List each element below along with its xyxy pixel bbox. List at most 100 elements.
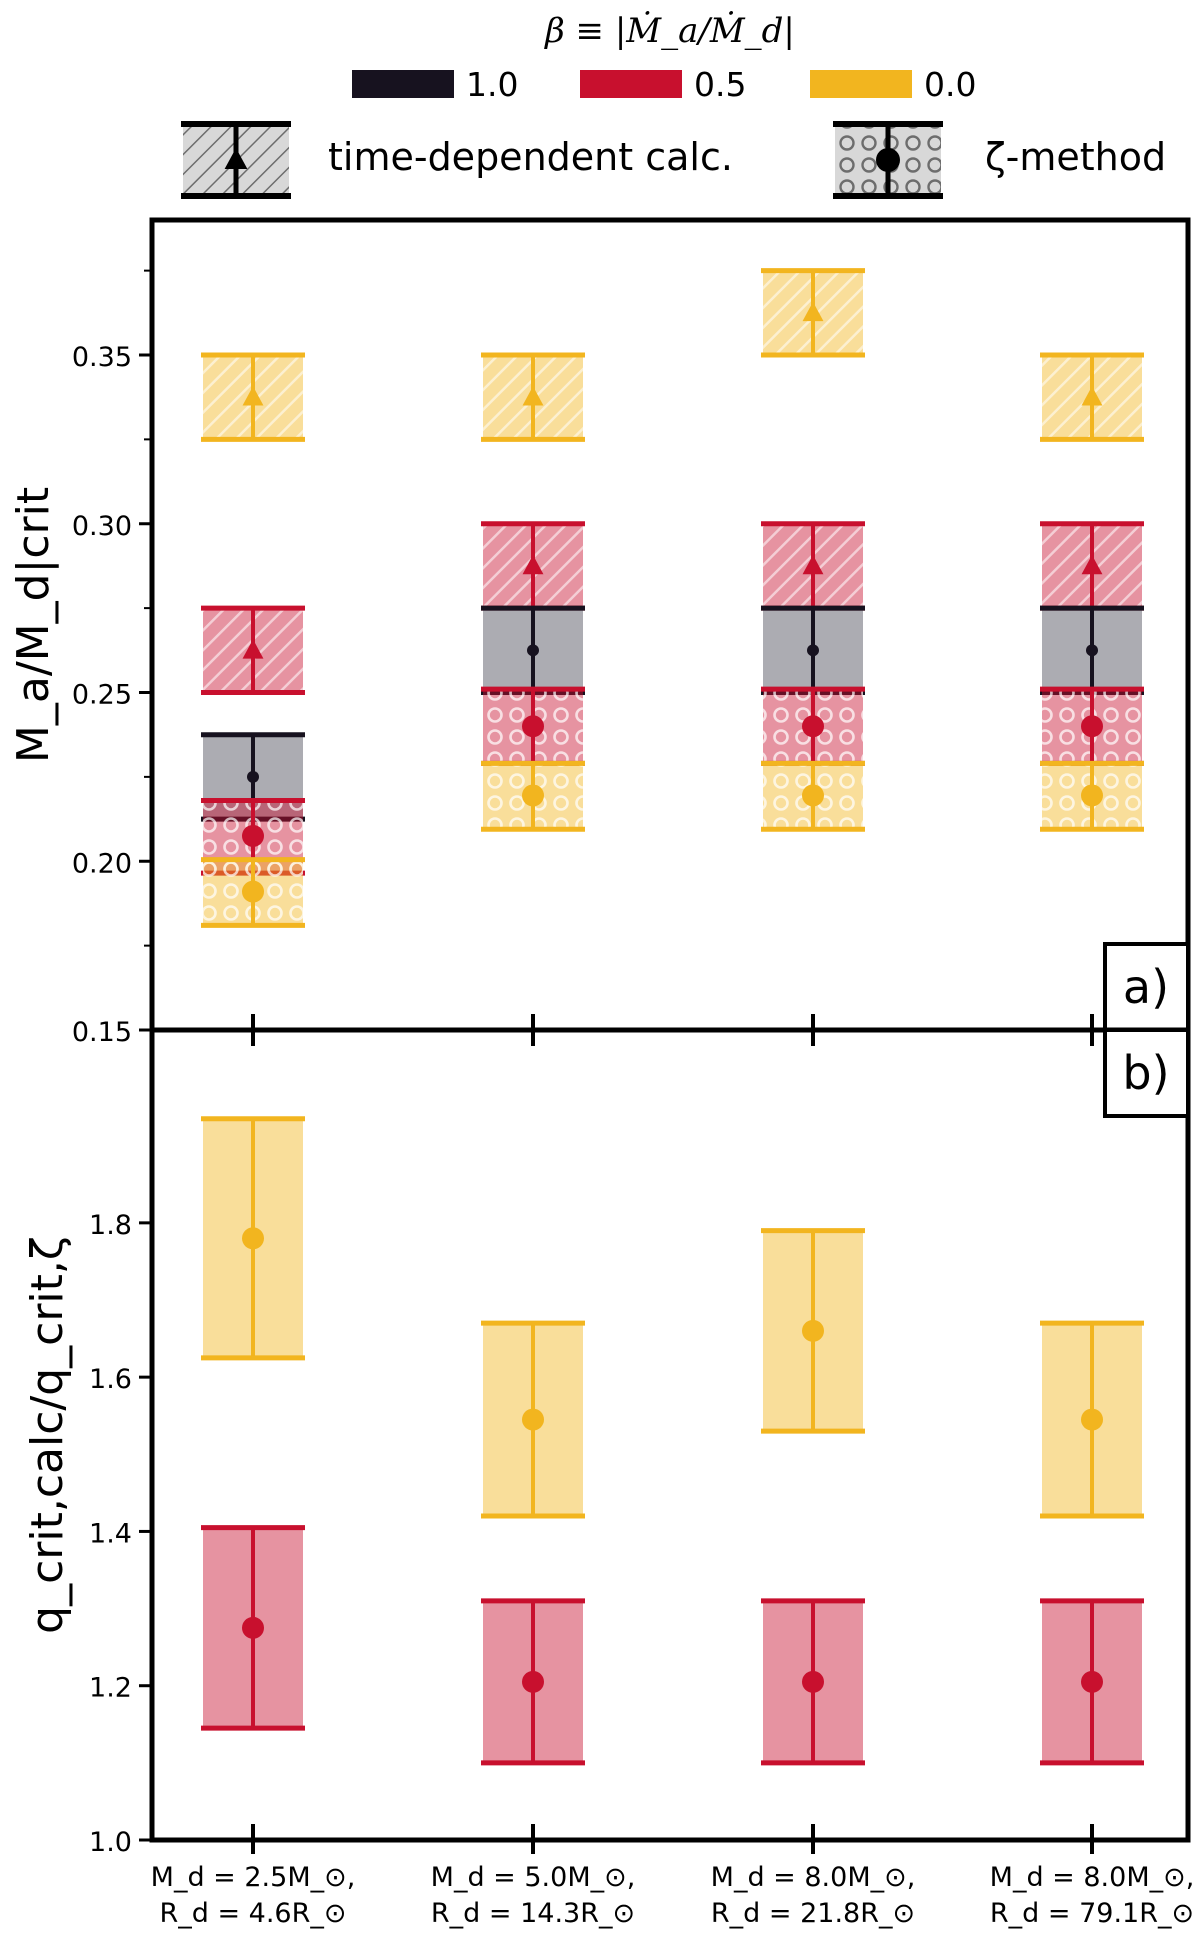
series-box (1040, 352, 1144, 442)
series-box (201, 857, 305, 928)
series-box (481, 760, 585, 832)
panel-a-frame (149, 217, 1191, 1033)
data-point (247, 770, 259, 783)
legend-method-item: ζ-method (833, 121, 1166, 199)
legend-beta-item: 0.5 (580, 65, 746, 104)
panel-b-frame (149, 1027, 1191, 1843)
legend-method-items: time-dependent calc. ζ-method (181, 121, 1166, 199)
x-tick-label: M_d = 8.0M_⊙, (711, 1862, 916, 1893)
panel-label: a) (1123, 960, 1169, 1014)
y-axis-label: q_crit,calc/q_crit,ζ (22, 1236, 73, 1634)
series-box (761, 521, 865, 611)
series-box (481, 352, 585, 442)
series-box (1040, 605, 1144, 695)
panel-label-box (1103, 1028, 1190, 1118)
series-box (201, 1525, 305, 1731)
panel-label: b) (1122, 1046, 1169, 1100)
legend-label: 1.0 (466, 65, 518, 104)
legend-label: time-dependent calc. (328, 135, 733, 179)
x-tick-label: M_d = 2.5M_⊙, (151, 1862, 356, 1893)
data-point (807, 644, 819, 657)
data-point (522, 554, 544, 575)
series-box (761, 268, 865, 358)
data-point (802, 715, 824, 738)
data-point (1081, 784, 1103, 807)
y-tick-label: 0.35 (72, 342, 132, 373)
y-tick-label: 1.6 (89, 1364, 132, 1395)
series-box (1040, 686, 1144, 766)
series-box (481, 521, 585, 611)
series-box (481, 605, 585, 695)
series-box (201, 352, 305, 442)
circle-icon (876, 148, 900, 172)
series-box (761, 605, 865, 695)
data-point (242, 386, 264, 406)
data-point (522, 386, 544, 406)
data-point (1086, 644, 1098, 657)
y-tick-label: 1.4 (89, 1518, 132, 1549)
data-point (522, 1670, 544, 1693)
data-point (527, 644, 539, 657)
y-tick-label: 0.30 (72, 511, 132, 542)
legend-beta-item: 0.0 (810, 65, 976, 104)
x-axis: M_d = 2.5M_⊙, R_d = 4.6R_⊙ M_d = 5.0M_⊙, R_… (151, 1840, 1195, 1929)
y-tick-label: 0.25 (72, 680, 132, 711)
y-tick-label: 1.0 (89, 1827, 132, 1858)
data-point (802, 1670, 824, 1693)
series-box (1040, 1320, 1144, 1519)
data-point (802, 784, 824, 807)
data-point (242, 1616, 264, 1639)
series-box (481, 1320, 585, 1519)
y-tick-label: 1.8 (89, 1210, 132, 1241)
legend-swatch (810, 70, 912, 98)
series-box (1040, 1598, 1144, 1766)
series-box (1040, 521, 1144, 611)
data-point (1081, 554, 1103, 575)
data-point (1081, 1670, 1103, 1693)
triangle-icon (224, 148, 248, 169)
panel-b: 1.0 1.2 1.4 1.6 1.8 q_crit,calc/q_crit,ζ b) (22, 1027, 1191, 1858)
series-box (481, 1598, 585, 1766)
x-tick-label: R_d = 21.8R_⊙ (711, 1898, 915, 1929)
legend-title: β ≡ |Ṁ_a/Ṁ_d| (543, 11, 795, 51)
data-point (1081, 386, 1103, 406)
series-box (201, 1116, 305, 1361)
data-point (242, 824, 264, 847)
data-point (802, 554, 824, 575)
data-point (242, 639, 264, 659)
y-tick-label: 0.20 (72, 848, 132, 879)
legend-label: 0.5 (694, 65, 746, 104)
data-point (802, 301, 824, 322)
data-point (522, 784, 544, 807)
legend-swatch (580, 70, 682, 98)
data-point (522, 1408, 544, 1431)
y-axis-label: M_a/M_d|crit (8, 487, 59, 763)
legend-label: 0.0 (924, 65, 976, 104)
series-box (761, 686, 865, 766)
legend-label: ζ-method (985, 135, 1166, 179)
data-point (522, 715, 544, 738)
series-box (481, 686, 585, 766)
x-tick-label: M_d = 8.0M_⊙, (990, 1862, 1195, 1893)
data-point (802, 1319, 824, 1342)
data-point (1081, 715, 1103, 738)
x-tick-label: R_d = 4.6R_⊙ (159, 1898, 346, 1929)
y-tick-label: 1.2 (89, 1673, 132, 1704)
legend-beta-item: 1.0 (352, 65, 518, 104)
legend-beta-items: 1.0 0.5 0.0 (352, 65, 976, 104)
panel-label-box (1103, 942, 1190, 1032)
series-box (761, 1598, 865, 1766)
legend-swatch (352, 70, 454, 98)
data-point (242, 1227, 264, 1250)
legend: β ≡ |Ṁ_a/Ṁ_d| 1.0 0.5 0.0 time-dependent c… (181, 11, 1166, 199)
panel-a: 0.15 0.20 0.25 0.30 0.35 M_a/M_d|crit a) (8, 217, 1191, 1048)
legend-method-item: time-dependent calc. (181, 121, 733, 199)
x-tick-label: M_d = 5.0M_⊙, (431, 1862, 636, 1893)
series-box (761, 1228, 865, 1434)
data-point (242, 880, 264, 903)
data-point (1081, 1408, 1103, 1431)
y-tick-label: 0.15 (72, 1017, 132, 1048)
x-tick-label: R_d = 79.1R_⊙ (990, 1898, 1194, 1929)
series-box (1040, 760, 1144, 832)
